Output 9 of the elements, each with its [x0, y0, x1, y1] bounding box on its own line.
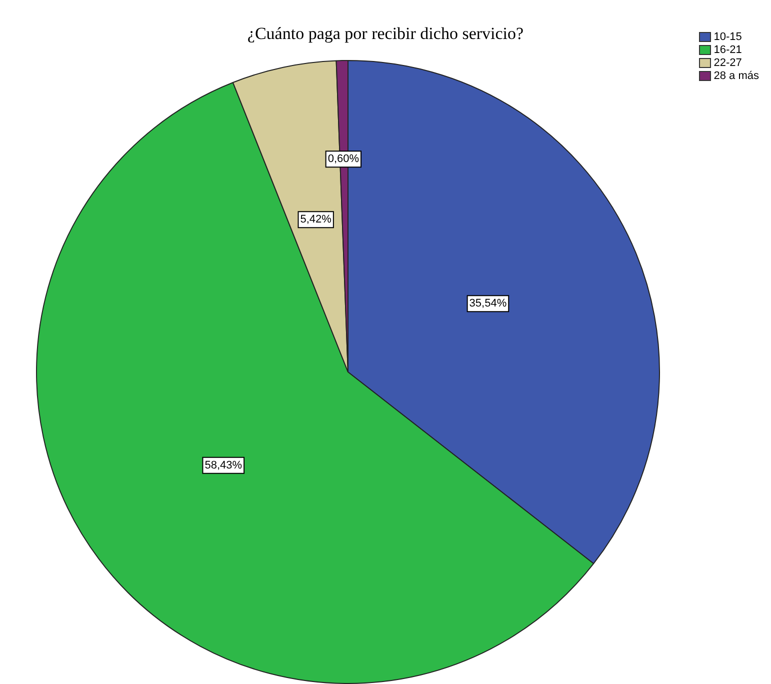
legend-label: 16-21: [714, 44, 742, 56]
data-label: 58,43%: [204, 459, 242, 472]
legend-label: 10-15: [714, 30, 742, 42]
data-label: 0,60%: [328, 153, 360, 166]
data-label: 35,54%: [469, 298, 507, 310]
data-label: 5,42%: [300, 214, 332, 226]
legend-label: 28 a más: [714, 70, 759, 82]
legend-label: 22-27: [714, 56, 742, 68]
chart-title: ¿Cuánto paga por recibir dicho servicio?: [247, 24, 524, 43]
